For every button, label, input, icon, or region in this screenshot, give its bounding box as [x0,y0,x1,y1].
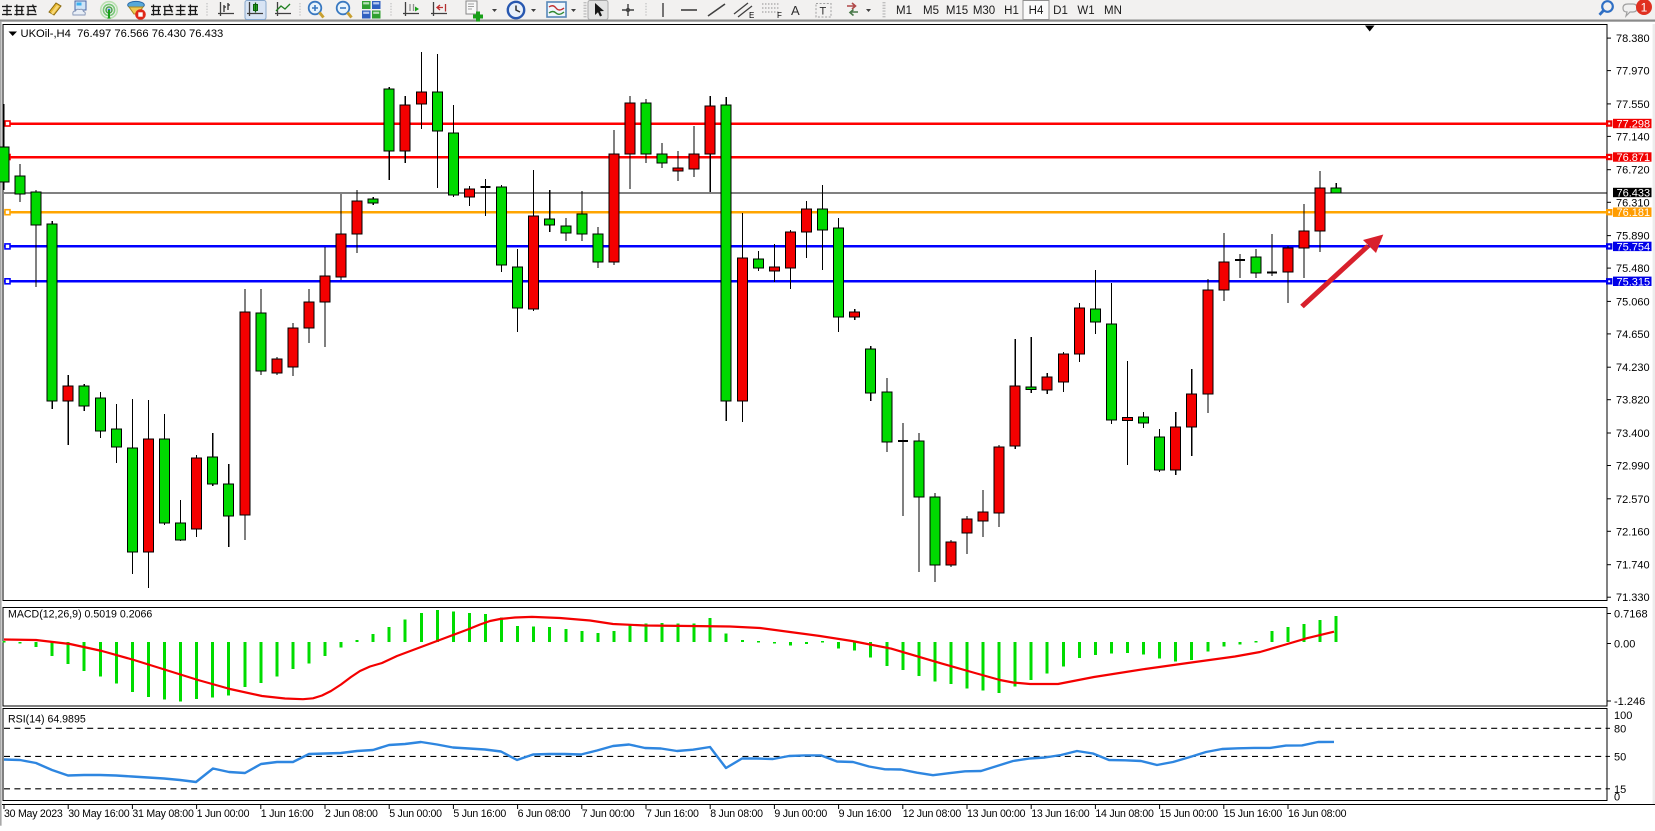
svg-text:1 Jun 00:00: 1 Jun 00:00 [197,808,250,820]
svg-text:15: 15 [1614,784,1626,796]
svg-text:30 May 16:00: 30 May 16:00 [68,808,130,820]
svg-text:9 Jun 16:00: 9 Jun 16:00 [839,808,892,820]
svg-text:75.890: 75.890 [1616,231,1650,243]
svg-text:5 Jun 00:00: 5 Jun 00:00 [389,808,442,820]
svg-text:0: 0 [1614,792,1620,804]
svg-text:T: T [820,6,827,18]
svg-text:7 Jun 00:00: 7 Jun 00:00 [582,808,635,820]
svg-text:12 Jun 08:00: 12 Jun 08:00 [903,808,962,820]
svg-text:UKOil-,H4 76.497 76.566 76.43: UKOil-,H4 76.497 76.566 76.430 76.433 [21,28,224,40]
svg-text:76.310: 76.310 [1616,197,1650,209]
svg-text:16 Jun 08:00: 16 Jun 08:00 [1288,808,1347,820]
svg-text:5 Jun 16:00: 5 Jun 16:00 [453,808,506,820]
svg-text:A: A [791,3,800,18]
svg-text:7 Jun 16:00: 7 Jun 16:00 [646,808,699,820]
svg-text:M5: M5 [923,5,939,17]
svg-text:M30: M30 [973,5,995,17]
svg-text:2 Jun 08:00: 2 Jun 08:00 [325,808,378,820]
svg-text:1 Jun 16:00: 1 Jun 16:00 [261,808,314,820]
svg-text:78.380: 78.380 [1616,33,1650,45]
svg-text:71.330: 71.330 [1616,592,1650,604]
svg-text:1: 1 [1641,1,1648,15]
svg-text:76.433: 76.433 [1617,188,1651,200]
svg-text:100: 100 [1614,710,1632,722]
svg-text:75.480: 75.480 [1616,263,1650,275]
svg-text:-1.246: -1.246 [1614,696,1645,708]
svg-text:76.871: 76.871 [1617,152,1651,164]
svg-text:76.720: 76.720 [1616,165,1650,177]
svg-text:RSI(14) 64.9895: RSI(14) 64.9895 [8,714,86,726]
svg-text:M1: M1 [896,5,912,17]
svg-text:E: E [749,11,754,20]
svg-text:13 Jun 16:00: 13 Jun 16:00 [1031,808,1090,820]
svg-text:72.160: 72.160 [1616,526,1650,538]
svg-text:MN: MN [1104,5,1122,17]
svg-text:72.990: 72.990 [1616,461,1650,473]
svg-text:14 Jun 08:00: 14 Jun 08:00 [1095,808,1154,820]
svg-text:77.970: 77.970 [1616,66,1650,78]
svg-text:77.298: 77.298 [1617,119,1651,131]
svg-text:30 May 2023: 30 May 2023 [4,808,63,820]
svg-text:75.060: 75.060 [1616,296,1650,308]
svg-text:75.315: 75.315 [1617,276,1651,288]
svg-text:15 Jun 16:00: 15 Jun 16:00 [1224,808,1283,820]
svg-text:H4: H4 [1029,5,1044,17]
svg-text:MACD(12,26,9) 0.5019 0.2066: MACD(12,26,9) 0.5019 0.2066 [8,609,152,621]
svg-text:15 Jun 00:00: 15 Jun 00:00 [1160,808,1219,820]
svg-text:D1: D1 [1053,5,1068,17]
svg-text:50: 50 [1614,752,1626,764]
svg-text:F: F [777,11,782,20]
svg-text:H1: H1 [1004,5,1019,17]
svg-text:77.550: 77.550 [1616,99,1650,111]
svg-text:13 Jun 00:00: 13 Jun 00:00 [967,808,1026,820]
svg-text:0.00: 0.00 [1614,639,1635,651]
svg-text:76.181: 76.181 [1617,207,1651,219]
svg-text:31 May 08:00: 31 May 08:00 [132,808,194,820]
svg-text:71.740: 71.740 [1616,560,1650,572]
svg-text:M15: M15 [946,5,968,17]
svg-text:77.140: 77.140 [1616,131,1650,143]
svg-text:0.7168: 0.7168 [1614,609,1648,621]
svg-text:74.230: 74.230 [1616,362,1650,374]
svg-text:8 Jun 08:00: 8 Jun 08:00 [710,808,763,820]
svg-text:74.650: 74.650 [1616,329,1650,341]
svg-text:W1: W1 [1077,5,1094,17]
svg-text:80: 80 [1614,724,1626,736]
svg-text:73.820: 73.820 [1616,395,1650,407]
svg-text:6 Jun 08:00: 6 Jun 08:00 [518,808,571,820]
svg-text:75.754: 75.754 [1617,241,1651,253]
svg-text:72.570: 72.570 [1616,494,1650,506]
svg-text:9 Jun 00:00: 9 Jun 00:00 [774,808,827,820]
svg-text:73.400: 73.400 [1616,428,1650,440]
